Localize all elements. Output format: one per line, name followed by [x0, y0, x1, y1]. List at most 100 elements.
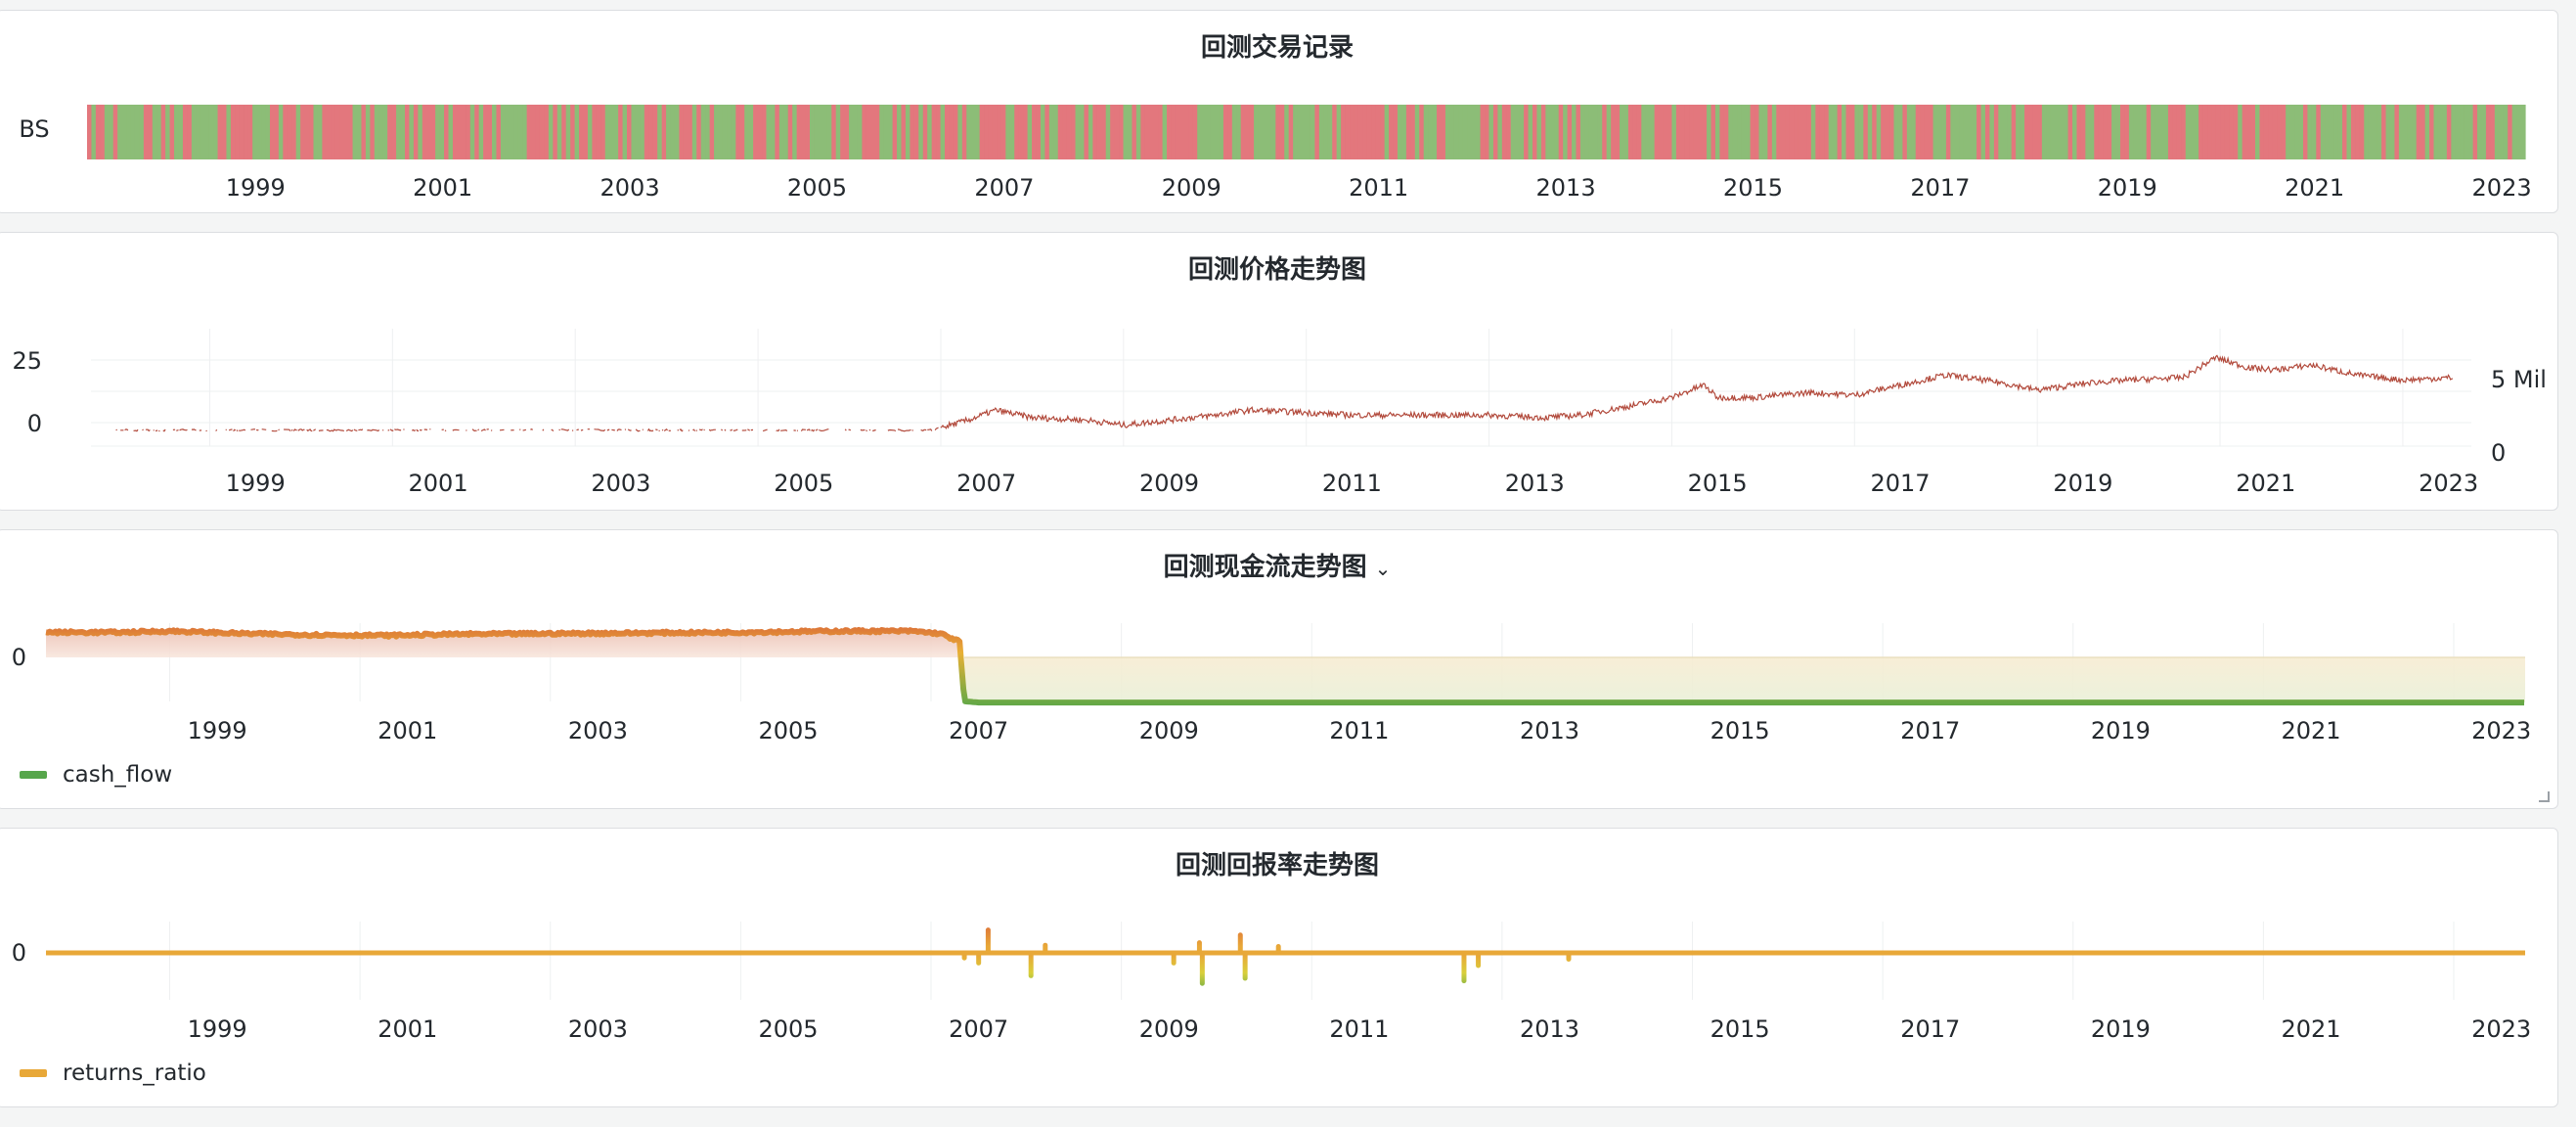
trade-cell [509, 105, 514, 159]
x-tick-label: 2019 [2091, 717, 2151, 744]
trade-cell [1197, 105, 1203, 159]
trade-cell [1183, 105, 1189, 159]
trade-cell [152, 105, 157, 159]
trade-cell [2286, 105, 2291, 159]
trade-cell [1419, 105, 1425, 159]
trade-cell [2089, 105, 2095, 159]
trade-cell [1984, 105, 1991, 159]
trade-cell [2137, 105, 2143, 159]
trade-cell [1188, 105, 1194, 159]
trade-cell [208, 105, 214, 159]
trade-cell [2076, 105, 2082, 159]
trade-cell [2059, 105, 2065, 159]
trade-cell [121, 105, 127, 159]
trade-cell [1950, 105, 1956, 159]
trade-cell [778, 105, 784, 159]
trade-cell [1998, 105, 2004, 159]
trade-cell [1980, 105, 1986, 159]
trade-cell [1623, 105, 1629, 159]
trade-cell [2311, 105, 2317, 159]
trade-cell [683, 105, 688, 159]
trade-cell [169, 105, 175, 159]
trade-cell [2190, 105, 2196, 159]
trade-cell [430, 105, 436, 159]
trade-cell [739, 105, 745, 159]
x-tick-label: 2021 [2236, 470, 2295, 497]
trade-cell [2185, 105, 2191, 159]
trade-cell [1854, 105, 1860, 159]
trade-cell [1341, 105, 1347, 159]
trade-cell [469, 105, 475, 159]
chevron-down-icon[interactable]: ⌄ [1374, 557, 1392, 580]
trade-cell [426, 105, 432, 159]
legend-returns-ratio[interactable]: returns_ratio [20, 1060, 206, 1086]
trade-cell [1027, 105, 1033, 159]
trade-cell [422, 105, 427, 159]
trade-cell [870, 105, 876, 159]
trade-cell [2442, 105, 2448, 159]
trade-cell [679, 105, 685, 159]
trade-cell [2485, 105, 2491, 159]
trade-cell [1588, 105, 1594, 159]
trade-cell [874, 105, 880, 159]
trade-cell [2294, 105, 2300, 159]
trade-cell [1005, 105, 1011, 159]
returns-ratio-chart[interactable]: 0 1999 2001 2003 2005 2007 2009 2011 2013 2015 201… [0, 829, 2558, 1107]
trade-cell [2151, 105, 2156, 159]
trade-cell [1357, 105, 1363, 159]
trade-cell [1245, 105, 1251, 159]
trade-cell [640, 105, 645, 159]
trade-cell [2381, 105, 2387, 159]
panel-title[interactable]: 回测回报率走势图 [1175, 851, 1379, 880]
trade-cell [2198, 105, 2204, 159]
trade-cell [2451, 105, 2457, 159]
trade-cell [1794, 105, 1799, 159]
trade-cell [1249, 105, 1255, 159]
panel-title[interactable]: 回测交易记录 [1200, 33, 1354, 63]
trade-cell [1837, 105, 1843, 159]
trade-cell [910, 105, 915, 159]
trade-records-chart[interactable]: BS 1999 2001 2003 2005 2007 2009 2011 2013 2015 20… [0, 11, 2558, 213]
trade-cell [2302, 105, 2309, 159]
x-tick-label: 2005 [787, 174, 847, 202]
legend-cash-flow[interactable]: cash_flow [20, 762, 172, 788]
trade-cell [700, 105, 706, 159]
trade-cell [592, 105, 598, 159]
trade-cell [688, 105, 693, 159]
trade-cell [1485, 105, 1490, 159]
trade-cell [252, 105, 258, 159]
trade-cell [901, 105, 907, 159]
trade-cell [2320, 105, 2326, 159]
trade-cell [1240, 105, 1246, 159]
price-trend-chart[interactable]: 25 0 5 Mil 0 1999 2001 2003 2005 2007 2009 2011 201… [0, 233, 2558, 511]
trade-cell [796, 105, 802, 159]
trade-cell [1911, 105, 1917, 159]
panel-title[interactable]: 回测价格走势图 [1187, 255, 1366, 285]
trade-cell [613, 105, 619, 159]
trade-cell [988, 105, 994, 159]
x-tick-label: 2017 [1900, 1015, 1960, 1043]
trade-cell [709, 105, 715, 159]
trade-cell [1954, 105, 1960, 159]
trade-cell [1410, 105, 1416, 159]
panel-title[interactable]: 回测现金流走势图 ⌄ [0, 547, 2557, 583]
x-tick-label: 2015 [1723, 174, 1783, 202]
trade-cell [931, 105, 937, 159]
resize-handle-icon[interactable] [2539, 791, 2550, 802]
trade-cell [1885, 105, 1890, 159]
trade-cell [1762, 105, 1768, 159]
trade-cell [1023, 105, 1029, 159]
trade-cell [326, 105, 332, 159]
trade-cell [1572, 105, 1577, 159]
trade-cell [2176, 105, 2182, 159]
trade-cell [1114, 105, 1120, 159]
trade-cell [1227, 105, 1233, 159]
trade-cell [1284, 105, 1290, 159]
trade-cell [945, 105, 951, 159]
trade-cell [1532, 105, 1538, 159]
trade-cell [1314, 105, 1320, 159]
trade-cell [2220, 105, 2226, 159]
trade-cell [1929, 105, 1934, 159]
cash-flow-chart[interactable]: 0 1999 2001 2003 2005 2007 2009 2011 2013 2015 201… [0, 530, 2558, 809]
trade-cell [2211, 105, 2217, 159]
